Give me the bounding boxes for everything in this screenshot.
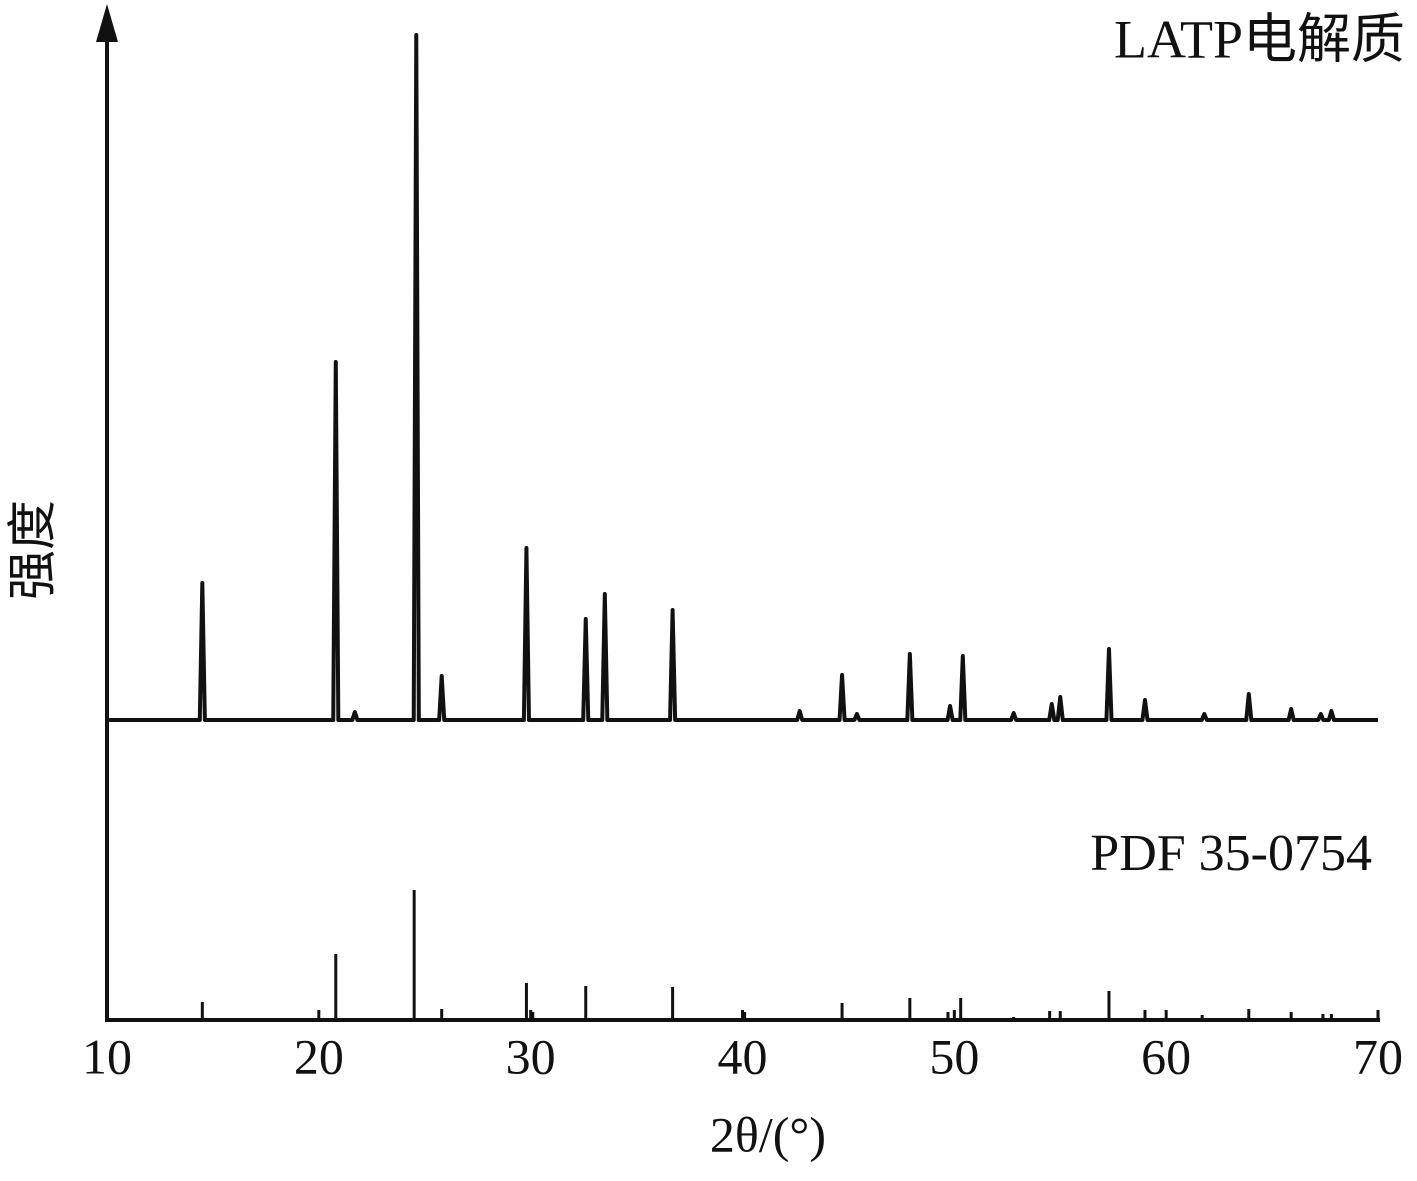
x-tick-label: 10 xyxy=(82,1028,132,1084)
x-axis-label: 2θ/(°) xyxy=(710,1106,826,1162)
y-axis-arrow xyxy=(96,4,118,42)
series-label: PDF 35-0754 xyxy=(1090,825,1372,882)
x-tick-label: 30 xyxy=(506,1028,556,1084)
x-tick-label: 20 xyxy=(294,1028,344,1084)
y-axis-label: 强度 xyxy=(4,500,60,600)
x-tick-label: 60 xyxy=(1141,1028,1191,1084)
x-tick-label: 50 xyxy=(929,1028,979,1084)
x-tick-label: 40 xyxy=(718,1028,768,1084)
x-tick-label: 70 xyxy=(1353,1028,1403,1084)
series-label: LATP电解质 xyxy=(1114,9,1405,69)
xrd-line xyxy=(107,33,1378,722)
